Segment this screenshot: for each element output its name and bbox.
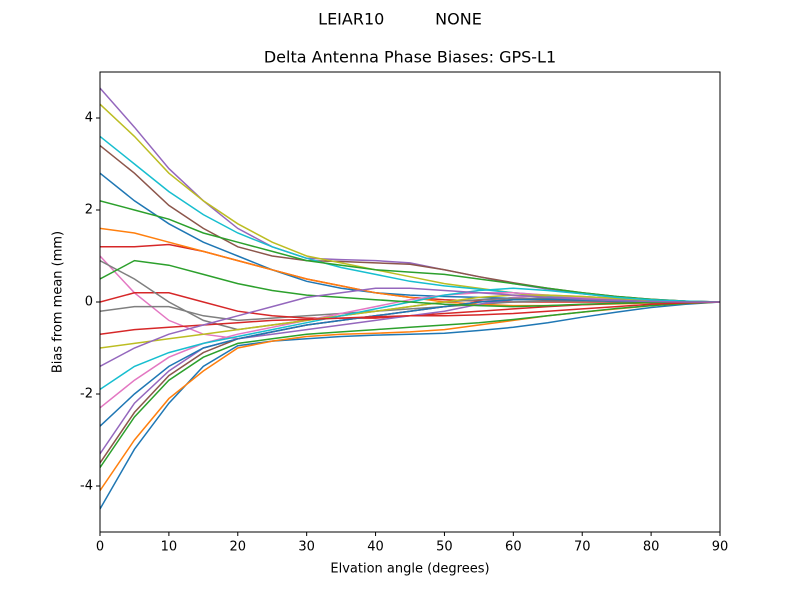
series-line: [100, 301, 720, 510]
x-tick-label: 20: [230, 540, 247, 555]
x-tick-label: 0: [96, 540, 104, 555]
x-tick-label: 30: [298, 540, 315, 555]
suptitle: LEIAR10 NONE: [318, 10, 482, 29]
plot-area: [100, 87, 720, 510]
y-tick-label: -4: [80, 479, 93, 494]
series-line: [100, 200, 720, 303]
x-tick-label: 50: [436, 540, 453, 555]
x-tick-label: 60: [505, 540, 522, 555]
series-line: [100, 294, 720, 349]
y-tick-label: -2: [80, 387, 93, 402]
y-axis-label: Bias from mean (mm): [51, 231, 66, 373]
x-tick-label: 40: [367, 540, 384, 555]
y-tick-label: 0: [85, 295, 93, 310]
y-tick-label: 2: [85, 203, 93, 218]
chart-title: Delta Antenna Phase Biases: GPS-L1: [264, 48, 556, 67]
series-line: [100, 259, 720, 308]
series-line: [100, 287, 720, 368]
x-tick-label: 70: [574, 540, 591, 555]
x-tick-label: 90: [712, 540, 729, 555]
x-tick-label: 80: [643, 540, 660, 555]
x-tick-label: 10: [161, 540, 178, 555]
series-line: [100, 301, 720, 469]
y-tick-label: 4: [85, 111, 93, 126]
x-axis-label: Elvation angle (degrees): [330, 562, 489, 577]
